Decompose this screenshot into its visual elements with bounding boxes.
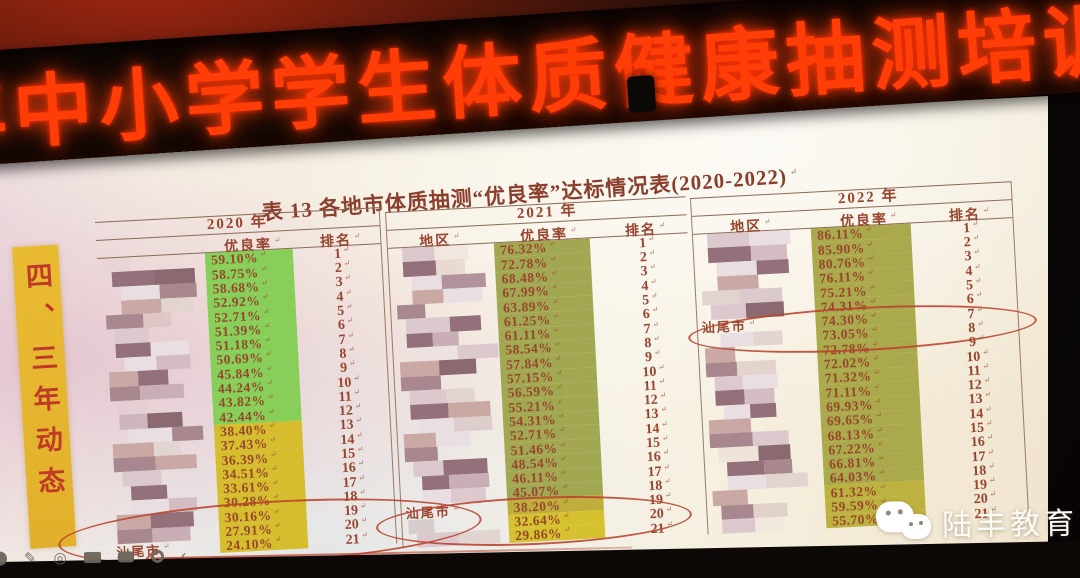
watermark-label: 陆丰教育 <box>941 507 1079 543</box>
blurred-region-mosaic <box>118 399 147 416</box>
circle-tool-icon[interactable] <box>0 551 8 566</box>
eraser-tool-icon[interactable] <box>150 549 164 563</box>
led-text-partial-right: 训 <box>1040 0 1080 89</box>
wechat-watermark: 陆丰教育 <box>875 496 1079 548</box>
blurred-region-mosaic <box>396 304 426 320</box>
blurred-region-mosaic <box>102 257 130 273</box>
undo-arrow-icon[interactable]: ‹ <box>180 546 187 565</box>
laser-tool-icon[interactable]: ◎ <box>53 548 67 567</box>
camera-device-icon <box>626 75 657 113</box>
annotation-toolbar: ✎ ◎ ‹ <box>0 546 187 567</box>
board-tool-icon[interactable] <box>83 551 101 563</box>
year-label: 2020 年 <box>206 213 269 234</box>
pen-tool-icon[interactable]: ✎ <box>23 548 37 568</box>
year-group-2022: 2022 年地区优良率排名86.11%185.90%280.76%376.11%… <box>690 181 1030 535</box>
comment-tool-icon[interactable] <box>117 550 134 563</box>
wechat-icon <box>875 499 933 548</box>
year-label: 2021 年 <box>516 202 579 223</box>
year-label: 2022 年 <box>837 188 899 208</box>
